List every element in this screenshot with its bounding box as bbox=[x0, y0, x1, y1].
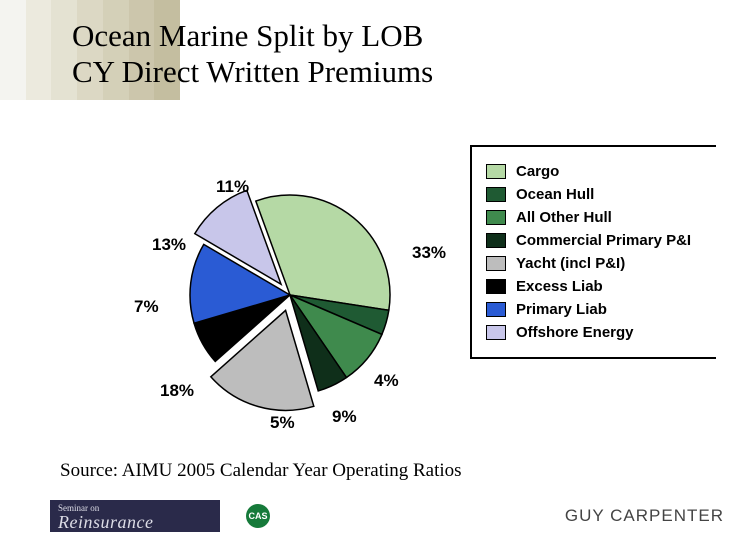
title-line-1: Ocean Marine Split by LOB bbox=[72, 18, 423, 53]
pie-label-offshore-energy: 11% bbox=[216, 177, 249, 197]
legend-swatch bbox=[486, 256, 506, 271]
legend-item-commercial-primary-p-i: Commercial Primary P&I bbox=[486, 232, 716, 249]
legend-label: Commercial Primary P&I bbox=[516, 232, 691, 249]
legend-swatch bbox=[486, 279, 506, 294]
legend-label: Cargo bbox=[516, 163, 559, 180]
legend-swatch bbox=[486, 210, 506, 225]
legend-swatch bbox=[486, 233, 506, 248]
legend-item-excess-liab: Excess Liab bbox=[486, 278, 716, 295]
legend-item-all-other-hull: All Other Hull bbox=[486, 209, 716, 226]
legend-label: Excess Liab bbox=[516, 278, 603, 295]
footer-logo-reinsurance: Seminar on Reinsurance bbox=[50, 500, 220, 532]
legend-item-primary-liab: Primary Liab bbox=[486, 301, 716, 318]
legend-label: Primary Liab bbox=[516, 301, 607, 318]
pie-label-ocean-hull: 4% bbox=[374, 371, 399, 391]
legend-swatch bbox=[486, 187, 506, 202]
legend-swatch bbox=[486, 302, 506, 317]
pie-label-yacht-incl-p-i-: 18% bbox=[160, 381, 194, 401]
footer-logo-big: Reinsurance bbox=[58, 513, 212, 531]
legend-item-cargo: Cargo bbox=[486, 163, 716, 180]
page-title: Ocean Marine Split by LOB CY Direct Writ… bbox=[72, 18, 433, 89]
pie-label-all-other-hull: 9% bbox=[332, 407, 357, 427]
source-text: Source: AIMU 2005 Calendar Year Operatin… bbox=[60, 460, 462, 482]
footer-logo-cas: CAS bbox=[246, 504, 270, 528]
pie-label-excess-liab: 7% bbox=[134, 297, 159, 317]
legend-item-ocean-hull: Ocean Hull bbox=[486, 186, 716, 203]
legend-swatch bbox=[486, 325, 506, 340]
pie-label-cargo: 33% bbox=[412, 243, 446, 263]
legend-swatch bbox=[486, 164, 506, 179]
footer-logo-guycarpenter: GUY CARPENTER bbox=[565, 506, 724, 526]
legend: Cargo Ocean Hull All Other Hull Commercial … bbox=[470, 145, 716, 359]
legend-item-offshore-energy: Offshore Energy bbox=[486, 324, 716, 341]
pie-chart: 33% 4% 9% 5% 18% 7% 13% 11% bbox=[110, 145, 470, 445]
title-line-2: CY Direct Written Premiums bbox=[72, 54, 433, 89]
legend-label: Yacht (incl P&I) bbox=[516, 255, 625, 272]
pie-label-commercial-primary-p-i: 5% bbox=[270, 413, 295, 433]
pie-label-primary-liab: 13% bbox=[152, 235, 186, 255]
legend-label: Offshore Energy bbox=[516, 324, 634, 341]
legend-label: Ocean Hull bbox=[516, 186, 594, 203]
legend-item-yacht-incl-p-i-: Yacht (incl P&I) bbox=[486, 255, 716, 272]
legend-label: All Other Hull bbox=[516, 209, 612, 226]
